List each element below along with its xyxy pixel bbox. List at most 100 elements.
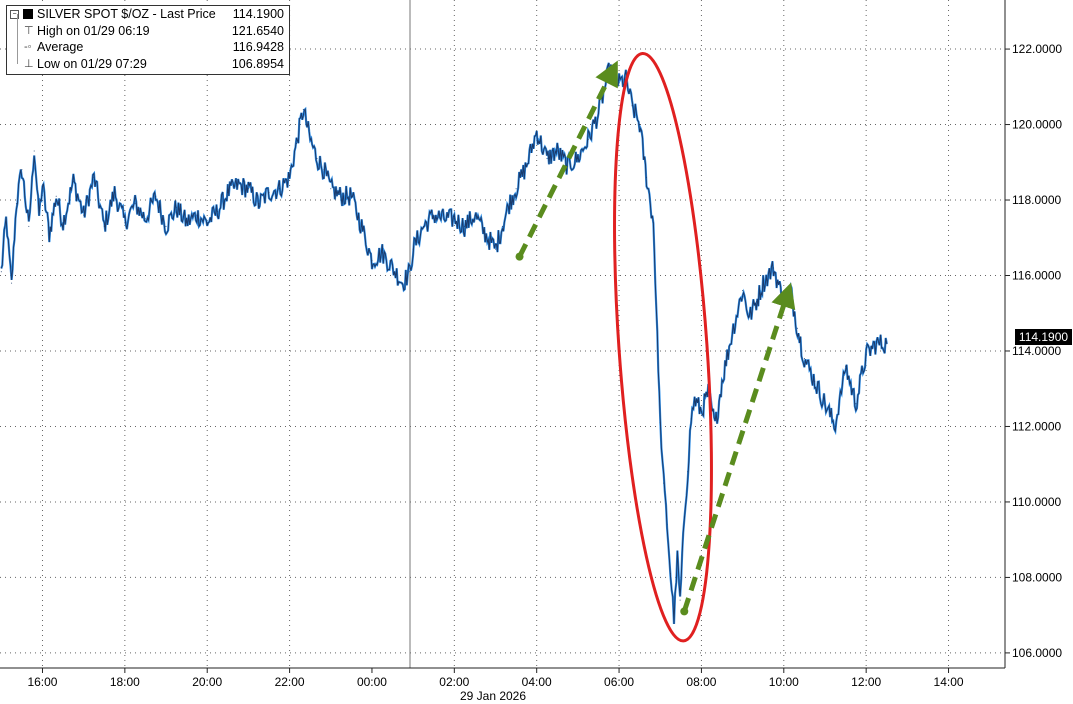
series-point [876, 342, 877, 344]
series-point [762, 282, 764, 284]
series-point [587, 139, 589, 141]
series-point [433, 214, 435, 216]
series-point [124, 222, 126, 224]
arrow-start-dot [515, 252, 524, 261]
legend-title: SILVER SPOT $/OZ - Last Price [37, 7, 216, 21]
series-point [525, 165, 527, 167]
red-ellipse-annotation [613, 52, 713, 643]
series-point [5, 218, 7, 220]
legend-row-last: SILVER SPOT $/OZ - Last Price 114.1900 [7, 6, 289, 23]
series-point [316, 158, 318, 159]
series-point [340, 195, 342, 197]
series-point [381, 252, 383, 254]
series-point [694, 399, 696, 401]
legend-high-value: 121.6540 [231, 23, 284, 38]
series-point [72, 180, 74, 182]
series-point [217, 210, 218, 212]
series-point [302, 108, 304, 110]
series-point [690, 418, 692, 420]
y-tick-label: 122.0000 [1012, 42, 1062, 56]
series-point [21, 169, 23, 171]
legend-high-label: High on 01/29 06:19 [37, 23, 150, 38]
series-point [773, 267, 774, 269]
series-point [834, 426, 836, 427]
series-point [666, 524, 668, 526]
x-tick-label: 00:00 [357, 675, 387, 689]
series-point [42, 184, 43, 186]
series-point [731, 331, 733, 333]
series-point [144, 218, 146, 220]
series-point [48, 233, 50, 235]
series-point [103, 225, 105, 227]
series-point [278, 188, 280, 190]
x-tick-label: 16:00 [27, 675, 57, 689]
series-point [652, 222, 654, 224]
series-line [0, 62, 888, 625]
series-point [618, 82, 620, 84]
series-point [165, 225, 167, 227]
series-point [196, 214, 198, 216]
series-point [464, 225, 466, 227]
series-point [814, 380, 816, 382]
price-series [0, 62, 888, 625]
series-point [683, 516, 685, 518]
average-marker-icon: -◦ [24, 41, 32, 53]
series-point [350, 195, 352, 197]
series-point [38, 214, 40, 216]
legend-average-label: Average [37, 40, 84, 54]
series-point [845, 365, 847, 367]
series-point [93, 176, 95, 178]
series-point [673, 618, 675, 620]
collapse-icon[interactable]: − [10, 10, 19, 19]
series-point [258, 203, 260, 205]
legend-row-average: -◦ Average 116.9428 [7, 39, 289, 56]
series-point [186, 222, 188, 224]
series-point [453, 218, 455, 220]
series-point [679, 599, 681, 601]
series-line-glow [0, 62, 888, 625]
series-point [797, 327, 798, 329]
series-point [670, 573, 671, 575]
arrow-start-dot [680, 607, 689, 616]
x-tick-label: 20:00 [192, 675, 222, 689]
legend-average-value: 116.9428 [232, 40, 284, 54]
series-point [412, 248, 414, 250]
series-point [755, 301, 757, 303]
series-point [659, 422, 661, 424]
y-axis: 106.0000 108.0000 110.0000 112.0000 114.0000… [1005, 42, 1062, 660]
y-tick-label: 106.0000 [1012, 646, 1062, 660]
series-point [742, 290, 744, 292]
series-point [392, 267, 393, 269]
series-point [515, 188, 517, 190]
x-tick-label: 04:00 [522, 675, 552, 689]
series-point [247, 188, 249, 190]
series-point [55, 195, 57, 197]
series-point [646, 176, 647, 178]
series-point [309, 139, 311, 141]
series-point [687, 471, 689, 473]
series-point [422, 225, 424, 227]
series-point [371, 259, 373, 261]
green-arrow-annotation [517, 60, 618, 258]
series-point [114, 192, 116, 193]
series-point [155, 195, 157, 197]
series-point [790, 290, 792, 292]
series-point [803, 358, 805, 359]
series-point [536, 131, 538, 133]
y-tick-label: 118.0000 [1012, 193, 1061, 207]
legend-low-value: 106.8954 [231, 56, 284, 71]
series-point [0, 271, 2, 273]
x-tick-label: 18:00 [110, 675, 140, 689]
annotations [515, 52, 796, 643]
series-point [402, 282, 404, 284]
grid-lines [0, 0, 1005, 668]
series-point [443, 218, 445, 220]
series-point [783, 301, 785, 303]
x-tick-label: 12:00 [851, 675, 881, 689]
x-tick-label: 22:00 [275, 675, 305, 689]
x-tick-label: 08:00 [686, 675, 716, 689]
green-arrow-annotation [681, 282, 796, 613]
series-point [676, 558, 678, 560]
series-point [721, 380, 723, 382]
